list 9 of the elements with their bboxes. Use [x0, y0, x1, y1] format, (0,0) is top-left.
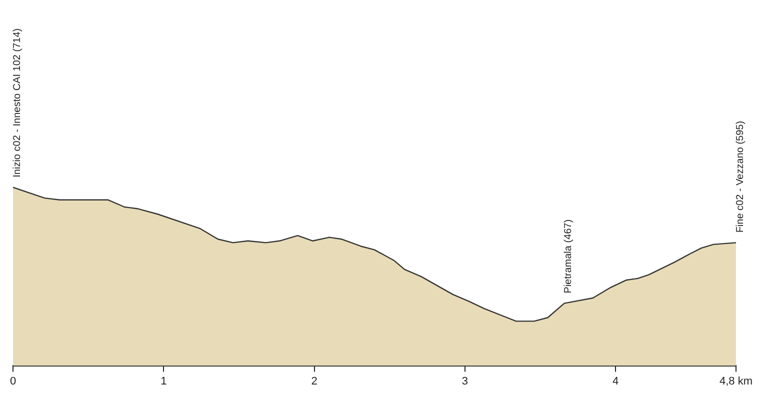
annotation: Inizio c02 - Innesto CAI 102 (714) [12, 28, 23, 178]
x-tick-label: 4,8 km [719, 375, 753, 388]
x-tick-label: 2 [311, 375, 318, 388]
x-tick-label: 1 [160, 375, 167, 388]
x-tick-label: 0 [10, 375, 16, 388]
annotation: Fine c02 - Vezzano (595) [734, 120, 746, 233]
x-tick-label: 4 [612, 375, 619, 388]
annotation: Pietramala (467) [563, 219, 574, 294]
x-tick-label: 3 [462, 375, 468, 388]
